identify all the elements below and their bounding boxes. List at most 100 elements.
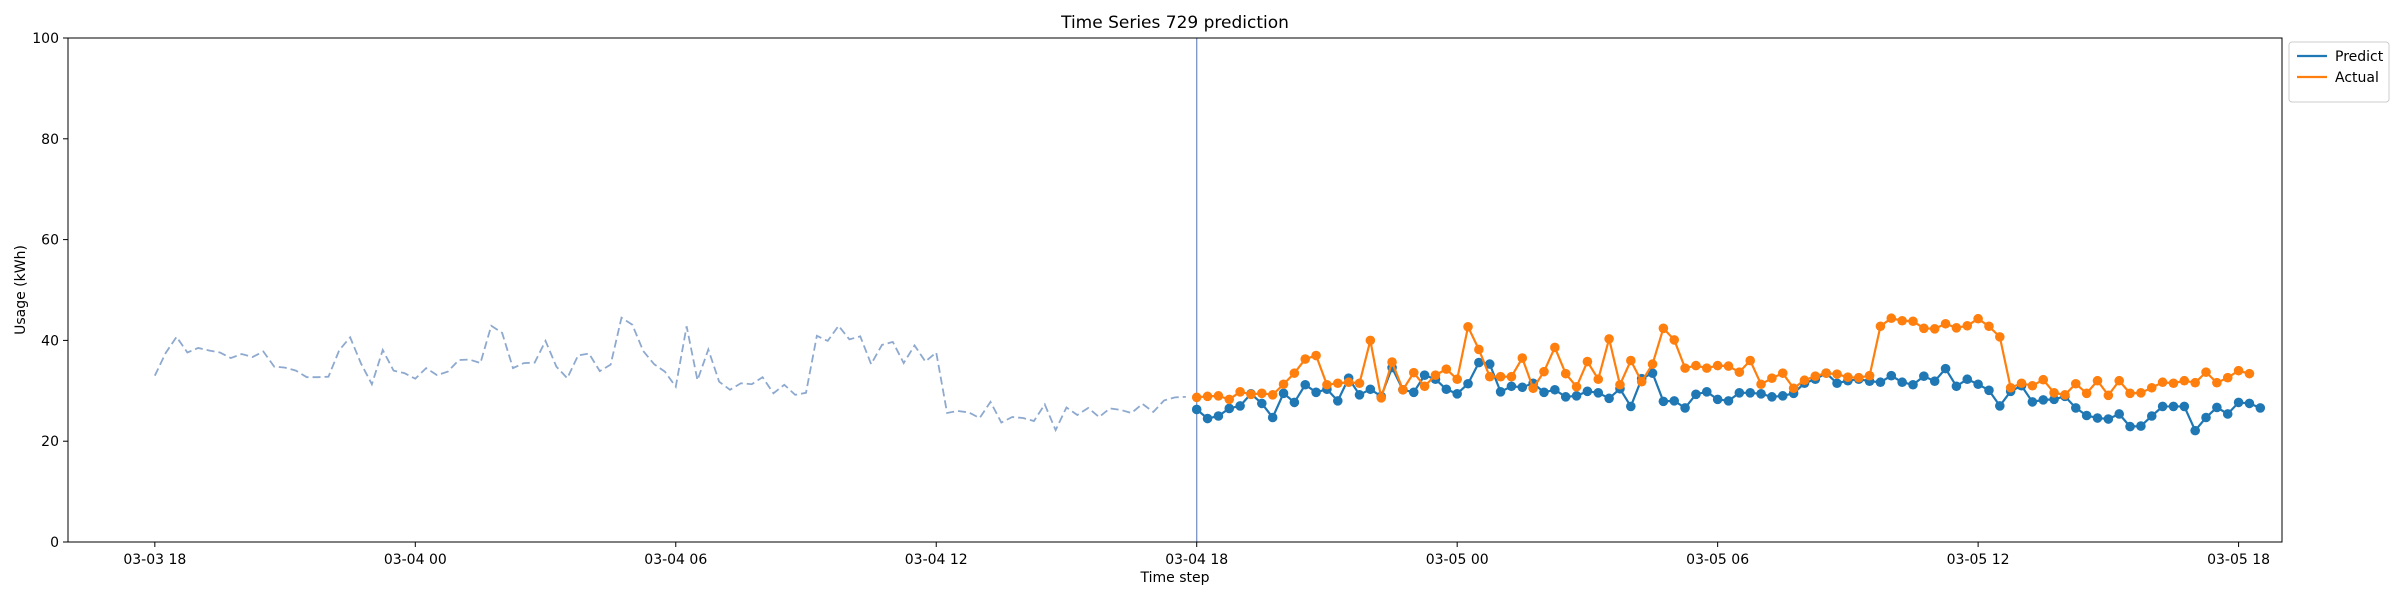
data-point [1604,393,1614,404]
x-tick-label: 03-04 00 [384,552,447,568]
data-point [1962,374,1973,385]
data-point [2027,380,2038,391]
data-point [1278,388,1289,399]
data-point [1539,387,1549,398]
y-tick-label: 0 [50,535,59,551]
data-point [1973,313,1983,324]
plot-frame [67,37,2283,543]
data-point [1908,379,1918,390]
data-point [1669,396,1680,406]
data-point [2092,375,2103,386]
data-point [1843,372,1853,382]
data-point [2146,411,2157,421]
data-point [1995,332,2005,342]
data-point [2222,372,2233,383]
data-point [1300,354,1311,364]
data-point [1289,397,1300,408]
data-point [2168,401,2179,412]
data-point [1821,368,1831,378]
data-point [1213,391,1224,401]
data-point [1267,390,1278,400]
data-point [1701,387,1712,397]
data-point [2157,401,2168,412]
data-point [1528,383,1538,394]
x-tick-label: 03-04 12 [905,552,968,568]
legend: Predict Actual [2288,41,2390,103]
data-point [1257,388,1267,399]
data-point [1463,321,1473,332]
series-actual [1191,313,2255,405]
data-point [2244,398,2255,409]
data-point [1593,374,1604,385]
data-point [1875,377,1886,388]
data-point [1332,396,1343,406]
data-point [1267,412,1278,423]
data-point [2190,425,2200,436]
data-point [1615,379,1625,390]
data-point [2233,365,2244,376]
data-point [1441,364,1452,374]
data-point [1213,411,1224,421]
data-point [1582,386,1593,397]
data-point [2103,390,2114,401]
y-tick-label: 100 [32,31,59,47]
data-point [1332,378,1343,389]
data-point [1875,321,1886,332]
data-point [1289,368,1300,378]
data-point [2146,382,2157,393]
data-point [2016,378,2027,389]
data-point [1745,388,1756,398]
data-point [1929,376,1940,387]
data-point [1539,366,1549,377]
data-point [1788,383,1799,394]
data-point [1571,381,1582,392]
data-point [1712,394,1723,405]
data-point [1940,363,1951,374]
data-point [1951,381,1962,392]
y-axis: 0 20 40 60 80 100 [32,31,68,551]
data-point [2038,395,2049,405]
data-point [2070,403,2081,413]
data-point [1767,373,1777,384]
data-point [1311,387,1321,398]
data-point [1202,413,1213,424]
legend-label: Predict [2335,49,2384,65]
data-point [1463,378,1473,389]
series-line [154,316,1186,433]
data-point [2168,378,2179,389]
data-point [1408,387,1419,398]
data-point [1191,392,1202,403]
data-point [2255,403,2266,413]
data-point [1691,389,1701,400]
series-history [154,316,1186,433]
data-point [1864,370,1875,381]
data-point [1777,368,1788,378]
data-point [1517,353,1528,363]
data-point [1734,388,1745,398]
data-point [2070,378,2081,389]
data-point [1354,378,1365,389]
data-point [1919,371,1929,381]
x-tick-label: 03-05 12 [1947,552,2010,568]
data-point [1897,377,1907,388]
data-point [2190,377,2200,388]
data-point [2081,410,2092,421]
x-tick-label: 03-05 18 [2207,552,2270,568]
data-point [1474,344,1484,355]
data-point [2049,388,2059,398]
data-point [1658,396,1669,407]
data-point [1832,369,1842,379]
data-point [1626,355,1636,366]
data-point [2038,374,2049,385]
data-point [1951,323,1962,333]
data-point [1853,372,1864,383]
data-point [1886,313,1897,324]
data-point [1984,321,1994,332]
data-point [1908,316,1918,327]
data-point [2005,382,2016,393]
data-point [1495,387,1506,397]
data-point [2201,367,2211,377]
data-point [1419,381,1430,392]
data-point [1506,381,1517,392]
